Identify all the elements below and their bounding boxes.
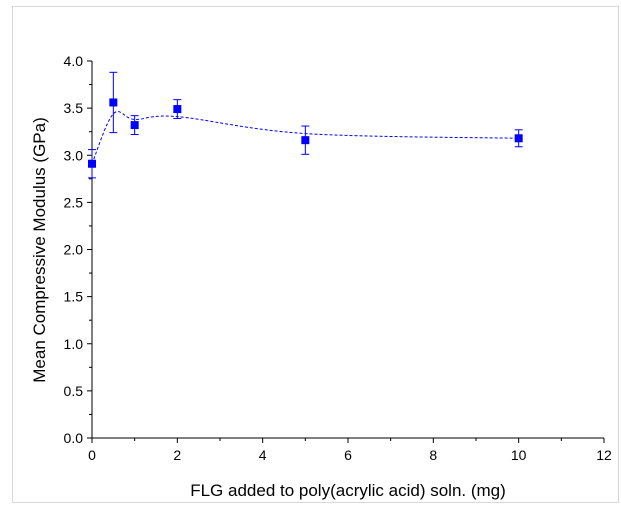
x-tick-label: 6 xyxy=(344,447,352,463)
plot-area: 0 2 4 6 8 10 12 0.0 0.5 1.0 1.5 2.0 2.5 3.0 3.5 4.0 xyxy=(64,53,612,463)
y-tick-label: 3.0 xyxy=(64,147,84,163)
data-point xyxy=(173,105,182,114)
y-tick-label: 0.0 xyxy=(64,430,84,446)
y-tick-label: 2.5 xyxy=(64,194,84,210)
y-tick-label: 2.0 xyxy=(64,242,84,258)
y-tick-label: 3.5 xyxy=(64,100,84,116)
data-point xyxy=(109,98,118,107)
y-tick-label: 0.5 xyxy=(64,383,84,399)
x-tick-label: 8 xyxy=(429,447,437,463)
y-tick-label: 1.5 xyxy=(64,289,84,305)
x-tick-label: 0 xyxy=(88,447,96,463)
y-tick-label: 1.0 xyxy=(64,336,84,352)
data-point xyxy=(514,134,523,143)
x-tick-label: 4 xyxy=(259,447,267,463)
y-axis-title: Mean Compressive Modulus (GPa) xyxy=(30,117,49,382)
x-tick-label: 12 xyxy=(596,447,612,463)
x-tick-label: 2 xyxy=(173,447,181,463)
x-tick-label: 10 xyxy=(511,447,527,463)
data-point xyxy=(88,159,96,168)
axes: 0 2 4 6 8 10 12 0.0 0.5 1.0 1.5 2.0 2.5 3.0 3.5 4.0 xyxy=(64,53,612,463)
data-point xyxy=(301,136,310,145)
data-point xyxy=(130,121,139,130)
data-points xyxy=(88,98,523,168)
plot-background xyxy=(92,61,604,438)
y-tick-label: 4.0 xyxy=(64,53,84,69)
x-axis-title: FLG added to poly(acrylic acid) soln. (m… xyxy=(190,481,506,500)
